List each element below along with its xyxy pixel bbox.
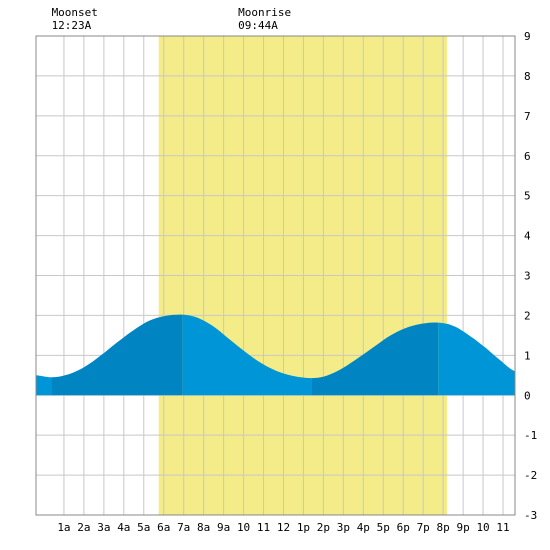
y-tick-label: 3 <box>524 270 531 283</box>
x-tick-label: 2p <box>317 521 330 534</box>
x-tick-label: 2a <box>77 521 90 534</box>
plot-frame <box>35 35 516 516</box>
x-tick-label: 11 <box>496 521 509 534</box>
y-tick-label: 6 <box>524 150 531 163</box>
tide-area-falling <box>36 375 52 396</box>
tide-area-falling <box>438 322 515 396</box>
y-tick-label: -1 <box>524 429 537 442</box>
y-tick-label: 5 <box>524 190 531 203</box>
x-tick-label: 5a <box>137 521 150 534</box>
x-tick-label: 1a <box>57 521 70 534</box>
x-tick-label: 12 <box>277 521 290 534</box>
x-tick-label: 3a <box>97 521 110 534</box>
y-tick-label: 0 <box>524 389 531 402</box>
y-tick-labels: -3 -2 -1 0 1 2 3 4 5 6 7 8 9 <box>524 30 537 522</box>
x-tick-label: 3p <box>337 521 350 534</box>
x-tick-label: 6p <box>397 521 410 534</box>
y-tick-label: 8 <box>524 70 531 83</box>
x-tick-label: 5p <box>377 521 390 534</box>
moon-event-label: Moonset <box>52 6 98 19</box>
moon-event-time: 09:44A <box>238 19 278 32</box>
y-tick-label: 2 <box>524 309 531 322</box>
y-tick-label: 9 <box>524 30 531 43</box>
tide-area-rising <box>52 314 183 396</box>
moon-event-label: Moonrise <box>238 6 291 19</box>
x-tick-label: 7p <box>417 521 430 534</box>
y-tick-label: -2 <box>524 469 537 482</box>
moon-event-time: 12:23A <box>52 19 92 32</box>
y-tick-label: 1 <box>524 349 531 362</box>
y-tick-label: 4 <box>524 230 531 243</box>
x-tick-label: 9p <box>456 521 469 534</box>
tide-area-rising <box>311 322 439 396</box>
x-tick-label: 4a <box>117 521 130 534</box>
y-tick-label: -3 <box>524 509 537 522</box>
x-tick-label: 10 <box>476 521 489 534</box>
tide-area-layer <box>36 314 515 396</box>
x-tick-label: 1p <box>297 521 310 534</box>
x-tick-label: 8a <box>197 521 210 534</box>
x-tick-label: 4p <box>357 521 370 534</box>
x-tick-label: 10 <box>237 521 250 534</box>
x-tick-label: 8p <box>437 521 450 534</box>
x-tick-label: 7a <box>177 521 190 534</box>
x-tick-labels: 1a 2a 3a 4a 5a 6a 7a 8a 9a 10 11 12 1p 2p 3p 4p 5p 6p 7p 8p… <box>57 521 509 534</box>
x-tick-label: 9a <box>217 521 230 534</box>
y-tick-label: 7 <box>524 110 531 123</box>
tide-area-falling <box>182 314 312 396</box>
x-tick-label: 6a <box>157 521 170 534</box>
x-tick-label: 11 <box>257 521 270 534</box>
